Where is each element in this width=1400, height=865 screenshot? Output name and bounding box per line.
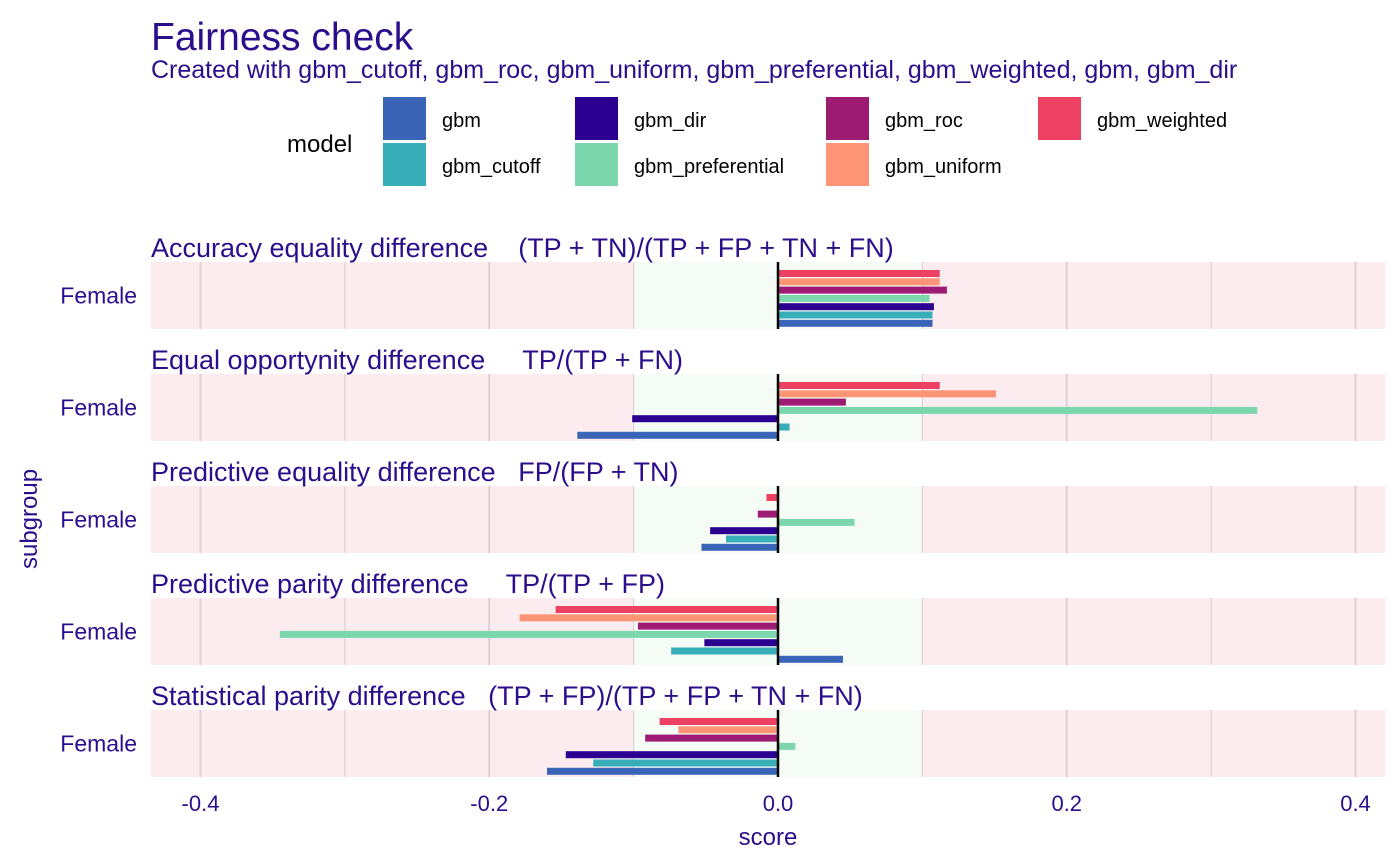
bar-gbm_weighted [778,382,940,389]
bar-gbm_cutoff [778,423,790,431]
bar-gbm_weighted [778,270,940,277]
bar-gbm_roc [778,398,846,406]
panel-title: Accuracy equality difference (TP + TN)/(… [151,233,894,263]
bar-gbm_dir [710,527,778,535]
bar-gbm_uniform [678,726,778,734]
bar-gbm_preferential [279,630,778,638]
x-axis: -0.4 -0.2 0.0 0.2 0.4 [182,791,1371,816]
subgroup-label: Female [60,507,137,533]
bar-gbm_cutoff [778,311,933,319]
panels: Accuracy equality difference (TP + TN)/(… [60,233,1385,777]
subgroup-label: Female [60,619,137,645]
bar-gbm_uniform [778,390,997,398]
bar-gbm_preferential [778,406,1258,414]
panel-title: Equal opportynity difference TP/(TP + FN… [151,345,683,375]
bar-gbm_preferential [778,518,855,526]
legend-label-gbm_preferential: gbm_preferential [634,156,784,178]
bar-gbm_weighted [555,606,778,613]
panel-2: Predictive equality difference FP/(FP + … [60,457,1385,553]
bar-gbm_preferential [778,294,930,302]
panel-title: Predictive equality difference FP/(FP + … [151,457,678,487]
subgroup-label: Female [60,395,137,421]
legend-label-gbm_cutoff: gbm_cutoff [442,156,541,178]
bar-gbm_uniform [778,278,940,286]
bar-gbm_roc [757,510,778,518]
panel-title: Statistical parity difference (TP + FP)/… [151,681,863,711]
panel-0: Accuracy equality difference (TP + TN)/(… [60,233,1385,329]
bar-gbm_roc [778,286,947,294]
chart-subtitle: Created with gbm_cutoff, gbm_roc, gbm_un… [151,56,1237,84]
bar-gbm_cutoff [671,647,778,655]
panel-title: Predictive parity difference TP/(TP + FP… [151,569,665,599]
legend-key-gbm_weighted [1038,97,1081,140]
bar-gbm_uniform [519,614,778,622]
legend-label-gbm_roc: gbm_roc [885,110,963,132]
x-tick-label: 0.4 [1340,791,1371,816]
bar-gbm_dir [565,751,778,759]
legend-key-gbm_preferential [575,143,618,186]
bar-gbm [778,655,843,663]
panel-3: Predictive parity difference TP/(TP + FP… [60,569,1385,665]
bar-gbm_weighted [659,718,778,725]
y-axis-title: subgroup [16,469,43,569]
legend-title: model [287,131,352,158]
bar-gbm [778,319,933,327]
legend-key-gbm_uniform [826,143,869,186]
legend-key-gbm_dir [575,97,618,140]
panel-4: Statistical parity difference (TP + FP)/… [60,681,1385,777]
bar-gbm_cutoff [726,535,778,543]
subgroup-label: Female [60,283,137,309]
bar-gbm [547,767,778,775]
chart-title: Fairness check [151,16,414,59]
bar-gbm_preferential [778,742,796,750]
x-tick-label: 0.0 [763,791,794,816]
legend: model gbm gbm_cutoff gbm_dir gbm_preferenti… [287,97,1227,186]
bar-gbm_weighted [766,494,778,501]
x-tick-label: 0.2 [1051,791,1082,816]
x-axis-title: score [739,824,798,851]
bar-gbm_dir [778,303,934,311]
legend-label-gbm: gbm [442,110,481,132]
bar-gbm [701,543,778,551]
legend-key-gbm [383,97,426,140]
bar-gbm [577,431,778,439]
legend-key-gbm_roc [826,97,869,140]
bar-gbm_dir [632,415,778,423]
panel-1: Equal opportynity difference TP/(TP + FN… [60,345,1385,441]
legend-label-gbm_dir: gbm_dir [634,110,707,132]
bar-gbm_dir [704,639,778,647]
bar-gbm_cutoff [593,759,778,767]
legend-label-gbm_uniform: gbm_uniform [885,156,1002,178]
bar-gbm_roc [645,734,778,742]
legend-key-gbm_cutoff [383,143,426,186]
bar-gbm_roc [637,622,778,630]
subgroup-label: Female [60,731,137,757]
legend-label-gbm_weighted: gbm_weighted [1097,110,1227,132]
x-tick-label: -0.4 [182,791,220,816]
x-tick-label: -0.2 [470,791,508,816]
